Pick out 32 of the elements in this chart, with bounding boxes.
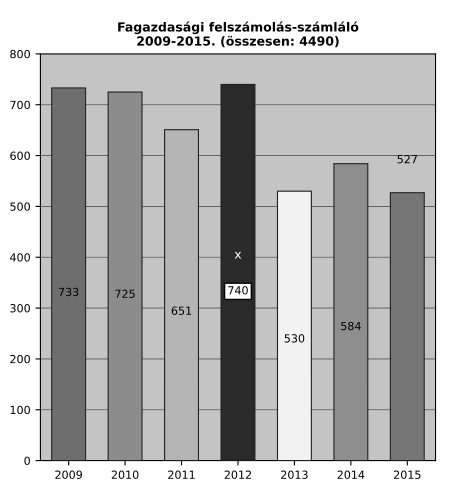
bar [333, 163, 368, 461]
y-tick-label: 0 [24, 456, 30, 465]
data-label: 733 [58, 288, 78, 296]
bar [51, 87, 86, 461]
bar [220, 84, 256, 461]
data-label: 530 [284, 334, 304, 343]
x-tick-label: 2010 [112, 470, 138, 479]
x-tick-label: 2012 [224, 470, 251, 479]
bar [108, 91, 143, 461]
y-tick-label: 600 [10, 152, 30, 160]
data-label: 651 [172, 306, 192, 315]
x-tick-label: 2009 [55, 470, 82, 479]
y-tick-label: 200 [10, 354, 30, 364]
data-label: 527 [398, 154, 417, 164]
x-tick-label: 2011 [168, 470, 195, 479]
data-label: 725 [115, 290, 135, 298]
y-tick-label: 300 [10, 304, 30, 312]
chart-title: Fagazdasági felszámolás-számláló 2009-2015. (összesen: 4490) [118, 21, 358, 48]
data-label: 740 [228, 286, 248, 295]
x-tick-label: 2013 [281, 470, 308, 479]
data-label: 584 [341, 322, 361, 330]
annotation: x [234, 252, 242, 259]
x-tick-label: 2015 [394, 470, 420, 479]
bar [276, 190, 312, 461]
bar [390, 192, 425, 461]
y-tick-label: 400 [10, 253, 30, 262]
y-tick-label: 800 [10, 50, 30, 58]
x-tick-label: 2014 [338, 470, 364, 479]
y-tick-label: 100 [10, 406, 30, 414]
y-tick-label: 700 [10, 100, 30, 110]
y-tick-label: 500 [10, 202, 30, 211]
bar [164, 129, 200, 461]
